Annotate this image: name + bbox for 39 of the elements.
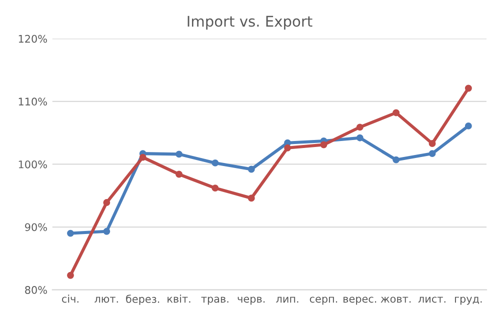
point bbox=[212, 184, 219, 192]
point bbox=[103, 228, 110, 235]
y-tick-label: 90% bbox=[25, 223, 47, 232]
point bbox=[212, 159, 219, 166]
point bbox=[428, 150, 436, 158]
x-tick-label: квіт. bbox=[168, 294, 190, 303]
point bbox=[103, 199, 110, 206]
y-tick-label: 110% bbox=[18, 98, 47, 106]
point bbox=[356, 134, 364, 142]
y-tick-label: 80% bbox=[25, 286, 47, 294]
point bbox=[428, 140, 436, 147]
point bbox=[67, 230, 74, 237]
x-tick-label: черв. bbox=[238, 296, 265, 305]
x-tick-label: січ. bbox=[62, 294, 78, 303]
x-tick-label: груд. bbox=[455, 296, 482, 305]
x-tick-label: трав. bbox=[201, 296, 228, 305]
point bbox=[392, 156, 400, 164]
x-tick-label: верес. bbox=[344, 296, 376, 305]
point bbox=[176, 150, 182, 158]
x-tick-label: лип. bbox=[276, 296, 298, 303]
x-tick-label: серп. bbox=[310, 296, 338, 305]
point bbox=[248, 166, 255, 173]
point bbox=[392, 109, 400, 116]
point bbox=[284, 144, 292, 152]
y-tick-label: 100% bbox=[18, 160, 47, 168]
chart-title: Import vs. Export bbox=[188, 16, 312, 30]
point bbox=[356, 124, 364, 131]
point bbox=[67, 272, 74, 279]
x-tick-label: лют. bbox=[94, 296, 118, 303]
x-tick-label: жовт. bbox=[380, 296, 411, 303]
x-tick-label: берез. bbox=[126, 294, 160, 305]
point bbox=[176, 170, 182, 178]
x-tick-label: лист. bbox=[418, 296, 446, 303]
y-tick-label: 120% bbox=[18, 34, 47, 43]
point bbox=[139, 154, 146, 161]
point bbox=[320, 141, 328, 148]
point bbox=[464, 84, 472, 92]
point bbox=[248, 194, 255, 202]
point bbox=[464, 122, 472, 130]
